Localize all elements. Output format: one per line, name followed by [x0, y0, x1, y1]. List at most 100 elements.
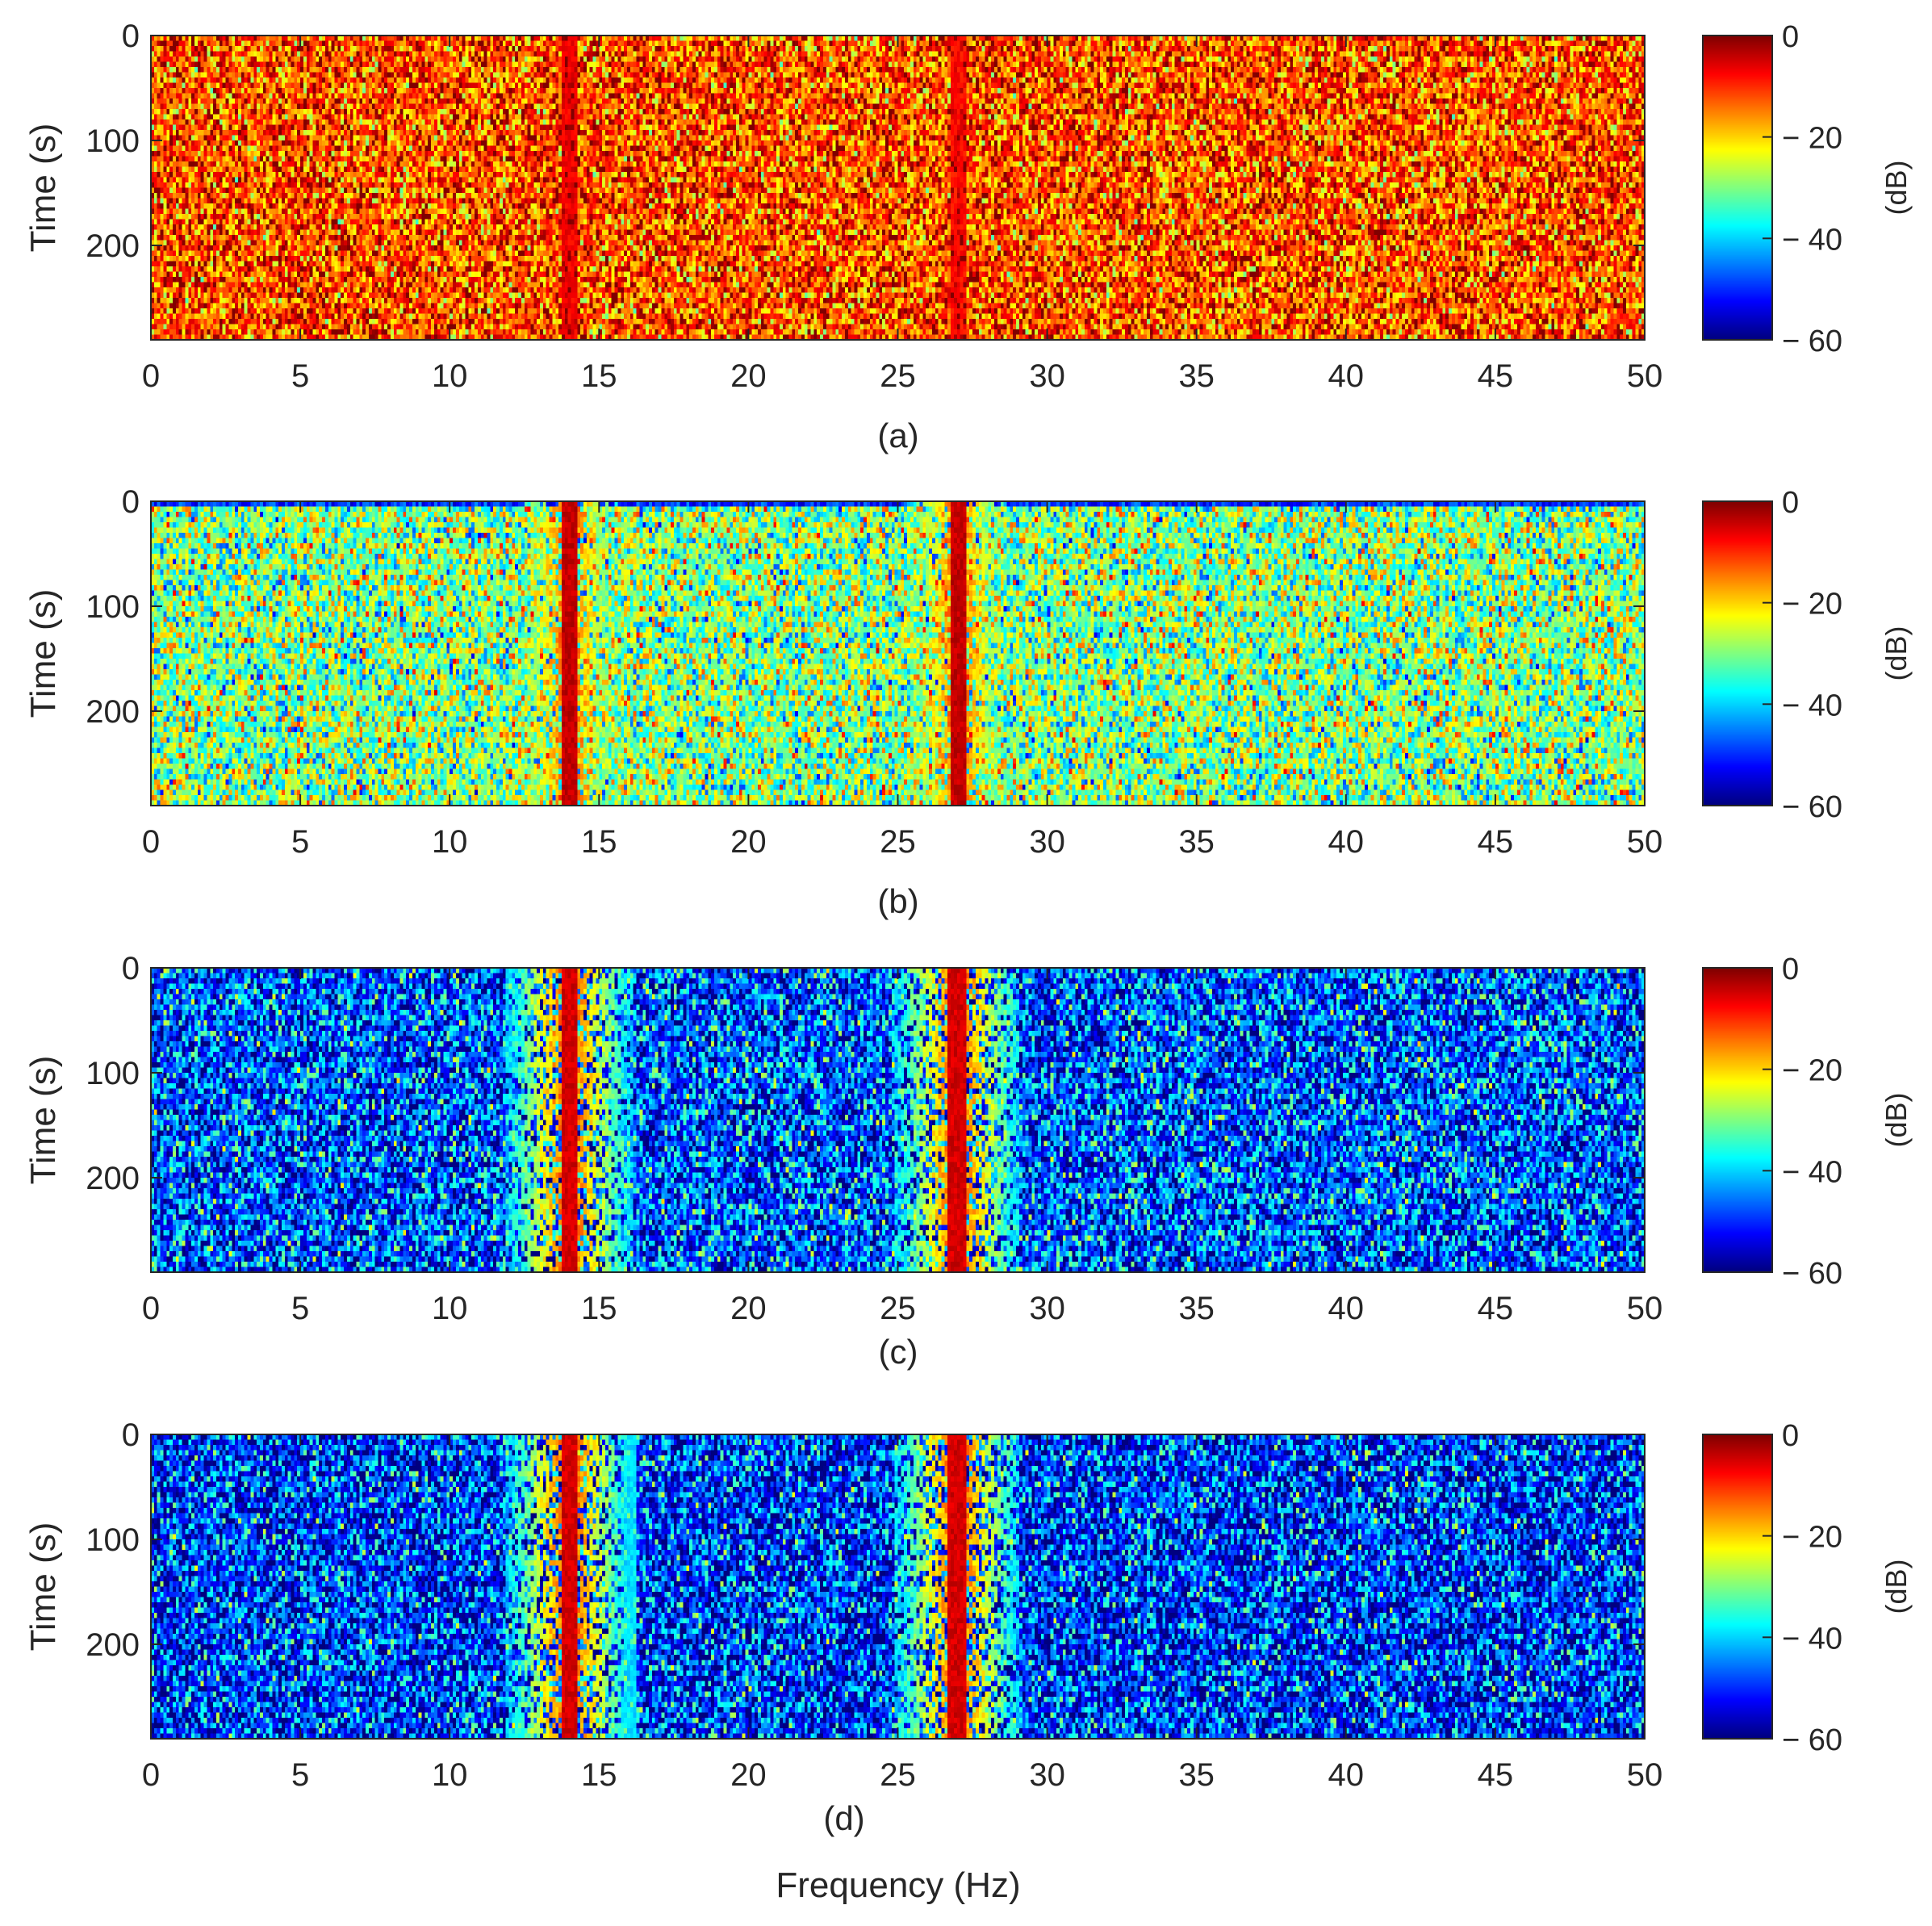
colorbar-tick-label: 0	[1782, 1419, 1799, 1453]
colorbar-label: (dB)	[1880, 1092, 1913, 1147]
x-tick-label: 15	[581, 1291, 617, 1326]
x-tick-label: 10	[432, 824, 468, 860]
x-tick-label: 20	[730, 1291, 767, 1326]
y-tick-label: 100	[86, 1522, 140, 1558]
x-tick-label: 50	[1627, 1291, 1663, 1326]
y-tick-label: 0	[122, 484, 140, 520]
heatmap-image	[151, 36, 1645, 340]
colorbar-label: (dB)	[1880, 1559, 1913, 1614]
heatmap-image	[151, 501, 1645, 806]
panel-label: (c)	[879, 1333, 918, 1371]
y-tick-label: 0	[122, 1417, 140, 1453]
colorbar-tick-label: − 20	[1782, 588, 1842, 622]
x-tick-label: 45	[1478, 1291, 1514, 1326]
spectrogram-panel-b: 0 5 10 15 20 25 30 35 40 45 50 0 100 200 Time (s) (b) 0 −…	[23, 484, 1913, 920]
x-tick-label: 15	[581, 358, 617, 394]
y-tick-label: 200	[86, 1627, 140, 1663]
y-axis-label: Time (s)	[23, 589, 63, 718]
x-tick-label: 20	[730, 824, 767, 860]
x-tick-label: 30	[1029, 1757, 1065, 1793]
x-tick-label: 5	[291, 358, 309, 394]
x-tick-label: 40	[1328, 824, 1365, 860]
colorbar-tick-label: − 60	[1782, 1257, 1842, 1291]
x-tick-label: 0	[142, 824, 160, 860]
colorbar-tick-label: 0	[1782, 20, 1799, 54]
colorbar-tick-label: − 40	[1782, 1622, 1842, 1656]
colorbar-tick-label: − 40	[1782, 223, 1842, 257]
x-tick-label: 20	[730, 358, 767, 394]
colorbar: 0 − 20 − 40 − 60 (dB)	[1702, 20, 1913, 358]
x-tick-label: 50	[1627, 1757, 1663, 1793]
x-tick-label: 40	[1328, 1291, 1365, 1326]
colorbar-gradient	[1703, 501, 1772, 806]
y-tick-label: 200	[86, 1161, 140, 1196]
y-axis-label: Time (s)	[23, 1522, 63, 1652]
colorbar: 0 − 20 − 40 − 60 (dB)	[1702, 953, 1913, 1291]
y-tick-label: 0	[122, 19, 140, 54]
panel-label: (b)	[877, 882, 918, 920]
colorbar-gradient	[1703, 968, 1772, 1272]
y-tick-label: 100	[86, 124, 140, 159]
y-tick-label: 100	[86, 1056, 140, 1091]
colorbar-tick-label: − 40	[1782, 689, 1842, 722]
x-tick-label: 5	[291, 1757, 309, 1793]
x-tick-label: 5	[291, 824, 309, 860]
spectrogram-panel-d: 0 5 10 15 20 25 30 35 40 45 50 0 100 200 Time (s) (d) 0 −…	[23, 1417, 1913, 1837]
x-tick-label: 25	[880, 358, 916, 394]
y-axis-label: Time (s)	[23, 1056, 63, 1185]
x-tick-label: 50	[1627, 824, 1663, 860]
heatmap-image	[151, 968, 1645, 1272]
x-tick-label: 25	[880, 824, 916, 860]
colorbar-tick-label: 0	[1782, 486, 1799, 520]
x-tick-label: 0	[142, 1291, 160, 1326]
colorbar-frame	[1702, 500, 1773, 806]
x-tick-label: 25	[880, 1757, 916, 1793]
y-tick-label: 200	[86, 228, 140, 264]
spectrogram-panel-c: 0 5 10 15 20 25 30 35 40 45 50 0 100 200 Time (s) (c) 0 −…	[23, 951, 1913, 1371]
colorbar-frame	[1702, 967, 1773, 1273]
x-tick-label: 35	[1178, 358, 1215, 394]
x-tick-label: 40	[1328, 1757, 1365, 1793]
heatmap-image	[151, 1434, 1645, 1739]
x-tick-label: 10	[432, 1291, 468, 1326]
colorbar-tick-label: 0	[1782, 953, 1799, 986]
x-tick-label: 35	[1178, 1291, 1215, 1326]
x-tick-label: 30	[1029, 358, 1065, 394]
panel-label: (a)	[877, 417, 918, 454]
colorbar-tick-label: − 60	[1782, 324, 1842, 358]
x-tick-label: 0	[142, 358, 160, 394]
x-tick-label: 15	[581, 824, 617, 860]
y-tick-label: 100	[86, 589, 140, 625]
x-tick-label: 0	[142, 1757, 160, 1793]
y-axis-label: Time (s)	[23, 124, 63, 253]
colorbar-tick-label: − 20	[1782, 1054, 1842, 1088]
x-tick-label: 15	[581, 1757, 617, 1793]
x-tick-label: 5	[291, 1291, 309, 1326]
x-tick-label: 30	[1029, 1291, 1065, 1326]
shared-xlabel: Frequency (Hz)	[776, 1865, 1020, 1905]
colorbar-tick-label: − 60	[1782, 1723, 1842, 1757]
colorbar-gradient	[1703, 36, 1772, 340]
colorbar-tick-label: − 20	[1782, 122, 1842, 156]
colorbar-label: (dB)	[1880, 626, 1913, 680]
x-tick-label: 45	[1478, 824, 1514, 860]
colorbar-frame	[1702, 35, 1773, 341]
x-tick-label: 25	[880, 1291, 916, 1326]
y-tick-label: 200	[86, 694, 140, 730]
x-tick-label: 45	[1478, 1757, 1514, 1793]
panel-label: (d)	[823, 1799, 864, 1837]
x-tick-label: 40	[1328, 358, 1365, 394]
colorbar-label: (dB)	[1880, 160, 1913, 215]
x-tick-label: 20	[730, 1757, 767, 1793]
spectrogram-panel-a: 0 5 10 15 20 25 30 35 40 45 50 0 100 200 Time (s) (a) 0 −…	[23, 19, 1913, 454]
colorbar: 0 − 20 − 40 − 60 (dB)	[1702, 1419, 1913, 1757]
x-tick-label: 35	[1178, 1757, 1215, 1793]
y-tick-label: 0	[122, 951, 140, 986]
x-tick-label: 45	[1478, 358, 1514, 394]
colorbar-frame	[1702, 1434, 1773, 1740]
x-tick-label: 30	[1029, 824, 1065, 860]
x-tick-label: 10	[432, 1757, 468, 1793]
x-tick-label: 50	[1627, 358, 1663, 394]
